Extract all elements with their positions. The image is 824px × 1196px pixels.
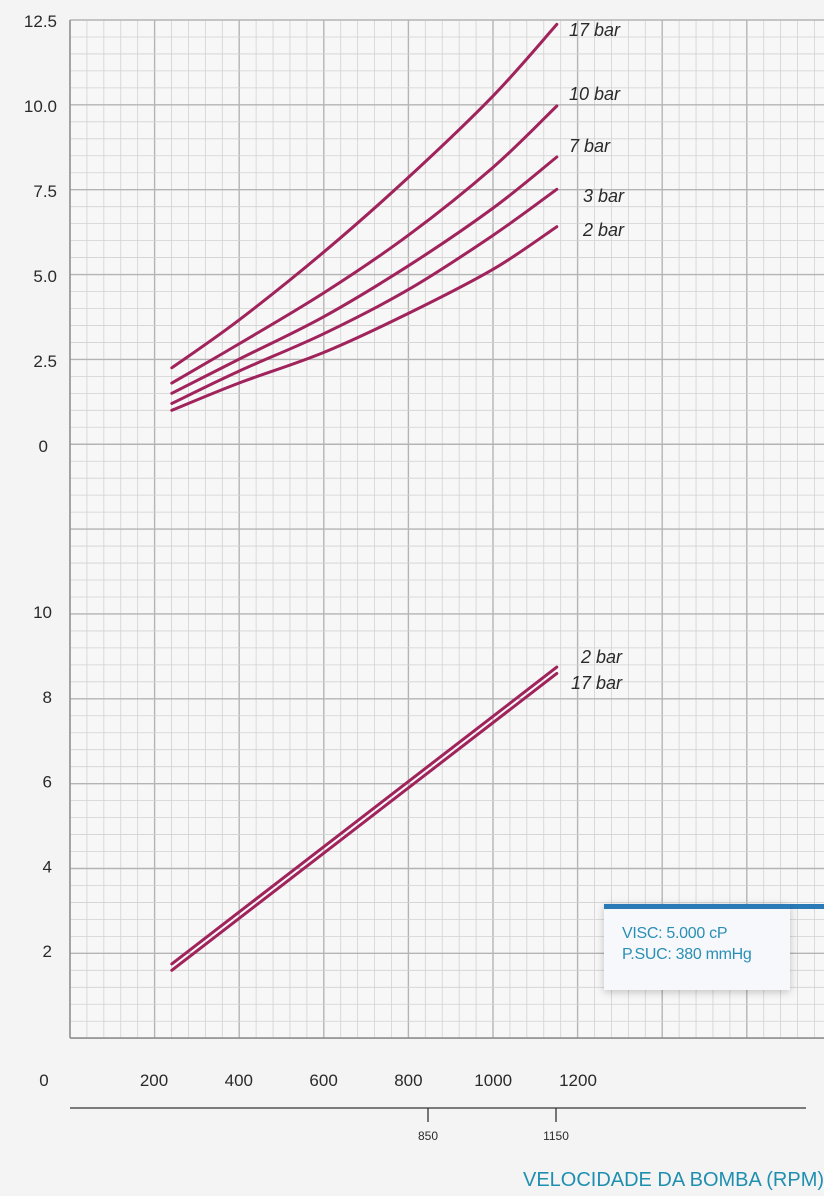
x-tick-label: 1000 [474, 1071, 512, 1090]
legend-accent-bar [790, 904, 824, 909]
series-line-bottom-17-bar [170, 671, 559, 972]
y-tick-label-bottom: 4 [43, 857, 52, 876]
y-tick-label-bottom: 10 [33, 603, 52, 622]
chart-curves [170, 22, 559, 972]
x-tick-label: 800 [394, 1071, 422, 1090]
series-line-bottom-2-bar [170, 665, 559, 966]
series-label-top: 3 bar [583, 186, 625, 206]
x-tick-label: 0 [39, 1071, 48, 1090]
x-tick-label: 600 [309, 1071, 337, 1090]
conditions-legend: VISC: 5.000 cP P.SUC: 380 mmHg [604, 904, 790, 990]
y-tick-label-top: 7.5 [33, 182, 57, 201]
series-label-bottom: 17 bar [571, 673, 623, 693]
series-line-top-2-bar [170, 225, 559, 412]
y-tick-label-top: 12.5 [24, 12, 57, 31]
series-line-top-7-bar [170, 155, 559, 395]
y-tick-label-bottom: 8 [43, 688, 52, 707]
chart-labels: 17 bar 10 bar 7 bar 3 bar 2 bar 2 bar 17 bar 0 2… [24, 12, 824, 1191]
secondary-x-tick-label: 1150 [543, 1129, 569, 1143]
legend-viscosity: VISC: 5.000 cP [622, 925, 728, 942]
x-tick-label: 1200 [559, 1071, 597, 1090]
legend-suction-pressure: P.SUC: 380 mmHg [622, 946, 752, 963]
series-label-bottom: 2 bar [580, 647, 623, 667]
series-label-top: 7 bar [569, 136, 611, 156]
y-tick-label-top: 0 [39, 437, 48, 456]
series-label-top: 17 bar [569, 20, 621, 40]
series-line-top-17-bar [170, 22, 559, 370]
series-label-top: 10 bar [569, 84, 621, 104]
y-tick-label-bottom: 2 [43, 942, 52, 961]
x-tick-label: 200 [140, 1071, 168, 1090]
chart-grid [69, 19, 824, 1039]
series-line-top-3-bar [170, 187, 559, 405]
series-line-top-10-bar [170, 104, 559, 385]
y-tick-label-top: 2.5 [33, 352, 57, 371]
x-axis-title: VELOCIDADE DA BOMBA (RPM) [523, 1169, 824, 1191]
y-tick-label-top: 10.0 [24, 97, 57, 116]
series-label-top: 2 bar [582, 220, 625, 240]
y-tick-label-bottom: 6 [43, 773, 52, 792]
secondary-x-tick-label: 850 [418, 1129, 438, 1143]
x-tick-label: 400 [225, 1071, 253, 1090]
y-tick-label-top: 5.0 [33, 267, 57, 286]
